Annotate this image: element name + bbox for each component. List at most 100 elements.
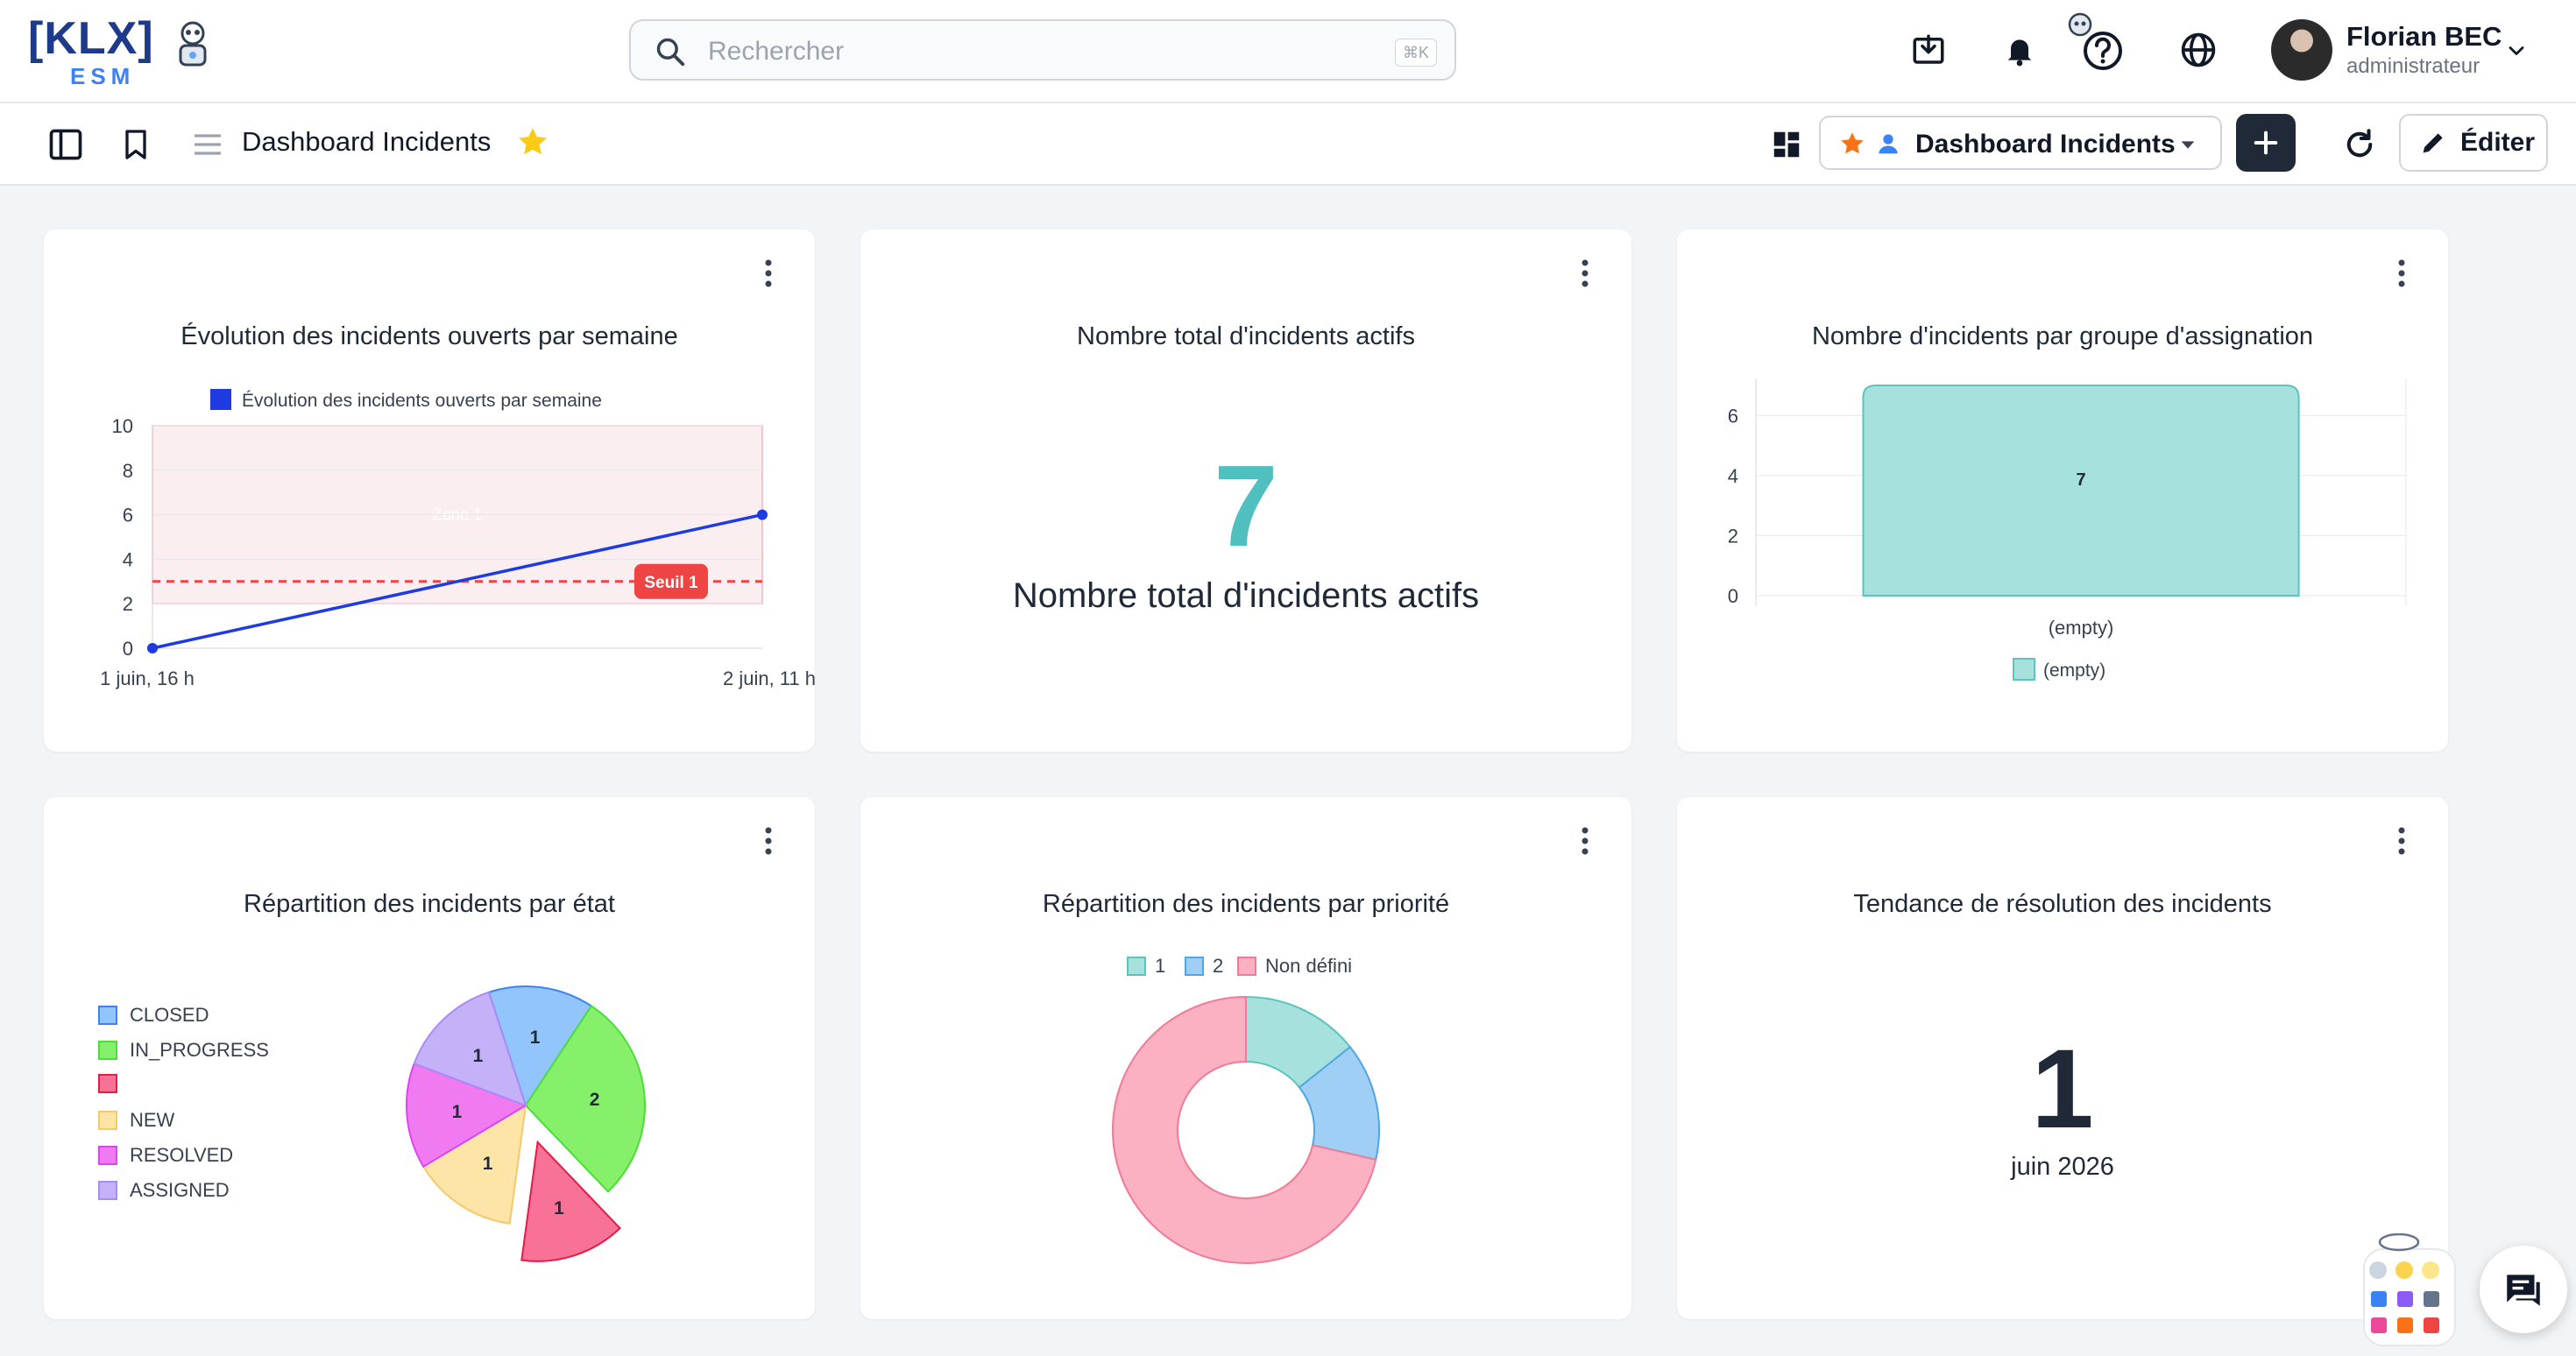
legend-swatch (1185, 957, 1204, 976)
pie-slice (413, 991, 527, 1107)
legend-item[interactable]: RESOLVED (98, 1144, 233, 1167)
y-tick-label: 0 (123, 638, 133, 660)
card-priority-doughnut: Répartition des incidents par priorité 1… (860, 797, 1631, 1319)
legend-item[interactable]: Non défini (1237, 955, 1352, 978)
help-icon (2068, 12, 2122, 70)
card-total-active: Nombre total d'incidents actifs 7 Nombre… (860, 230, 1631, 752)
bookmarks-button[interactable] (114, 123, 158, 166)
dashboard-select-label: Dashboard Incidents (1915, 130, 2176, 159)
legend-label: 1 (1155, 955, 1166, 977)
search-input[interactable] (706, 32, 1323, 72)
avatar[interactable] (2271, 19, 2332, 81)
legend-label: NEW (130, 1109, 175, 1131)
legend-item[interactable]: 2 (1185, 955, 1223, 978)
doughnut-slice (1112, 995, 1377, 1264)
y-tick-label: 4 (123, 548, 133, 570)
refresh-icon (2346, 129, 2373, 158)
language-button[interactable] (2175, 26, 2222, 74)
chevron-down-icon[interactable] (2504, 39, 2529, 63)
threshold-badge (634, 563, 708, 599)
more-vert-icon[interactable] (2388, 256, 2415, 291)
add-widget-button[interactable] (2236, 114, 2296, 172)
chat-icon (2507, 1275, 2540, 1306)
bell-icon (2007, 39, 2032, 67)
state-pie-chart: 1 2 1 1 1 1 (406, 985, 646, 1262)
more-vert-icon[interactable] (755, 823, 782, 858)
more-vert-icon[interactable] (755, 256, 782, 291)
caret-down-icon (2181, 141, 2195, 149)
card-title: Nombre total d'incidents actifs (1077, 322, 1415, 350)
more-vert-icon[interactable] (1572, 823, 1598, 858)
legend-swatch (98, 1006, 117, 1025)
legend-label: IN_PROGRESS (130, 1039, 269, 1061)
card-assignment-group: Nombre d'incidents par groupe d'assignat… (1677, 230, 2448, 752)
dashboard-select[interactable]: Dashboard Incidents (1819, 116, 2222, 170)
kpi-subtitle: Nombre total d'incidents actifs (1012, 576, 1480, 615)
chat-button[interactable] (2480, 1246, 2567, 1333)
legend-label: ASSIGNED (130, 1179, 230, 1201)
app-logo[interactable]: [KLX] ESM (28, 16, 212, 89)
legend-item[interactable]: IN_PROGRESS (98, 1039, 269, 1062)
dashboard-layout-icon (1773, 131, 1800, 158)
trend-value: 1 (2031, 1027, 2094, 1152)
search-icon (656, 38, 685, 67)
page-title: Dashboard Incidents (242, 126, 492, 157)
slice-value-label: 2 (590, 1090, 600, 1110)
edit-button[interactable]: Éditer (2399, 114, 2548, 172)
refresh-button[interactable] (2338, 123, 2381, 166)
y-tick-label: 6 (1728, 405, 1738, 427)
card-title: Nombre d'incidents par groupe d'assignat… (1811, 322, 2314, 350)
y-tick-label: 8 (123, 460, 133, 482)
download-icon (1913, 34, 1944, 64)
priority-doughnut-chart (1112, 995, 1380, 1264)
series-line (152, 512, 763, 650)
more-vert-icon[interactable] (2388, 823, 2415, 858)
card-weekly-incidents: Évolution des incidents ouverts par sema… (44, 230, 815, 752)
legend-label: CLOSED (130, 1004, 209, 1026)
slice-value-label: 1 (554, 1198, 564, 1218)
notifications-button[interactable] (1996, 26, 2043, 74)
card-title: Évolution des incidents ouverts par sema… (180, 322, 678, 350)
logo-subtitle: ESM (70, 63, 136, 89)
pencil-icon (2423, 133, 2443, 153)
legend-item[interactable]: 1 (1127, 955, 1165, 978)
slice-value-label: 1 (483, 1154, 493, 1174)
favorite-star-icon[interactable] (515, 124, 550, 159)
search-shortcut: ⌘K (1394, 39, 1437, 67)
star-icon (1841, 132, 1864, 154)
legend-swatch (98, 1041, 117, 1060)
legend-swatch (1127, 957, 1146, 976)
legend-item[interactable]: NEW (98, 1109, 174, 1132)
x-tick-label: 1 juin, 16 h (100, 667, 195, 689)
legend-item[interactable]: ASSIGNED (98, 1179, 230, 1202)
layout-button[interactable] (1765, 123, 1808, 166)
y-tick-label: 2 (123, 593, 133, 615)
app-launcher[interactable] (2360, 1233, 2459, 1349)
card-state-pie: Répartition des incidents par état CLOSE… (44, 797, 815, 1319)
sidebar-icon (49, 129, 82, 160)
pie-slice (487, 985, 593, 1108)
search-bar[interactable]: ⌘K (629, 19, 1456, 81)
pie-slice (524, 1005, 646, 1193)
download-button[interactable] (1905, 26, 1952, 74)
bar-chart: 0 2 4 6 7 (empty) (empty) (1728, 378, 2407, 681)
legend-swatch (98, 1074, 117, 1093)
threshold-label: Seuil 1 (644, 574, 698, 592)
card-title: Tendance de résolution des incidents (1853, 890, 2272, 918)
menu-button[interactable] (186, 123, 230, 166)
help-button[interactable] (2061, 7, 2131, 77)
y-tick-label: 0 (1728, 585, 1738, 607)
card-resolution-trend: Tendance de résolution des incidents 1 j… (1677, 797, 2448, 1319)
toggle-sidebar-button[interactable] (44, 123, 88, 166)
legend-item[interactable]: CLOSED (98, 1004, 209, 1027)
legend-item[interactable] (98, 1074, 130, 1093)
menu-icon (195, 134, 221, 155)
legend-swatch (98, 1111, 117, 1130)
bookmark-icon (125, 130, 146, 159)
slice-value-label: 1 (473, 1046, 484, 1066)
more-vert-icon[interactable] (1572, 256, 1598, 291)
data-point (147, 643, 158, 653)
legend-swatch (98, 1181, 117, 1200)
legend-label: Non défini (1265, 955, 1353, 977)
y-tick-label: 2 (1728, 525, 1738, 547)
